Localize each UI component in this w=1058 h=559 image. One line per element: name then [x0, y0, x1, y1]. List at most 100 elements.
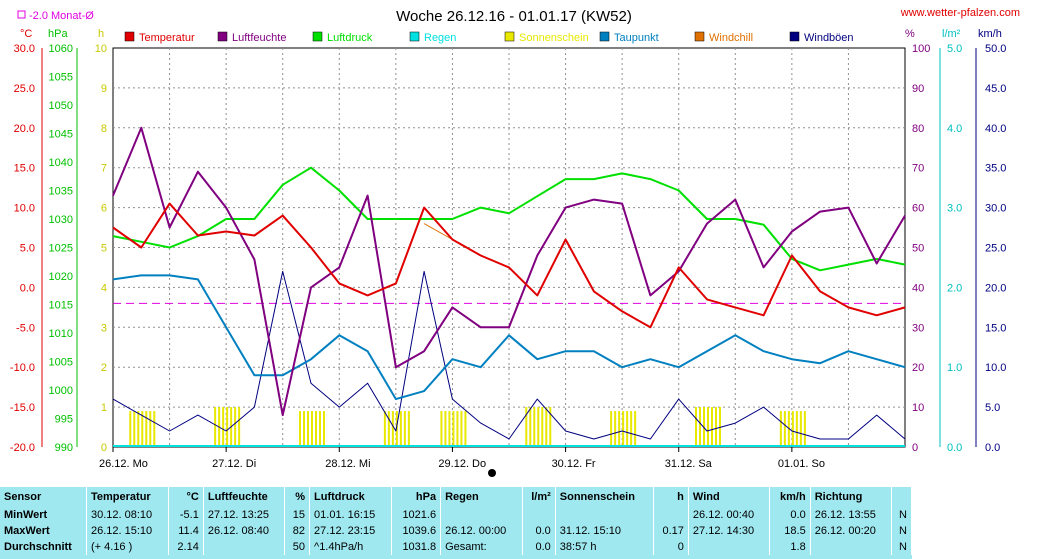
tick-label-pct: 40	[912, 282, 924, 294]
stats-cell: 26.12. 08:40	[203, 523, 286, 539]
stats-cell: 27.12. 13:25	[203, 507, 286, 523]
sunshine-bar	[699, 407, 701, 447]
sunshine-bar	[618, 411, 621, 447]
stats-header-cell: Luftdruck	[309, 487, 392, 507]
stats-cell	[688, 539, 771, 555]
sunshine-bar	[391, 411, 394, 447]
stats-cell: 1039.6	[391, 523, 442, 539]
sunshine-bar	[695, 407, 697, 447]
sunshine-bar	[529, 407, 532, 447]
tick-label-hpa: 1030	[49, 214, 73, 226]
stats-header-cell	[891, 487, 912, 507]
day-label: 28.12. Mi	[325, 458, 370, 470]
tick-label-temp: -15.0	[10, 402, 35, 414]
tick-label-rain: 1.0	[947, 362, 962, 374]
sunshine-bar	[315, 411, 317, 447]
sunshine-bar	[452, 411, 455, 447]
tick-label-sun: 8	[101, 123, 107, 135]
tick-label-wind: 25.0	[985, 243, 1006, 255]
monat-label: -2.0 Monat-Ø	[29, 10, 94, 22]
tick-label-hpa: 1050	[49, 100, 73, 112]
sunshine-bar	[791, 411, 794, 447]
stats-header-row: Sensor Temperatur °C Luftfeuchte% Luftdruck h…	[0, 487, 912, 507]
stats-cell: Gesamt:	[440, 539, 523, 555]
tick-label-wind: 40.0	[985, 123, 1006, 135]
tick-label-temp: 20.0	[14, 123, 35, 135]
stats-header-cell: hPa	[391, 487, 442, 507]
sunshine-bar	[799, 411, 802, 447]
weather-chart: 30.025.020.015.010.05.00.0-5.0-10.0-15.0…	[10, 7, 1020, 477]
sunshine-bar	[307, 411, 309, 447]
day-label: 31.12. Sa	[665, 458, 713, 470]
stats-cell: 30.12. 08:10	[86, 507, 169, 523]
stats-header-cell: %	[284, 487, 311, 507]
legend-label: Sonnenschein	[519, 32, 589, 44]
sunshine-bar	[779, 411, 782, 447]
tick-label-wind: 30.0	[985, 203, 1006, 215]
tick-label-pct: 20	[912, 362, 924, 374]
sunshine-bar	[614, 411, 617, 447]
series-line-windchill	[423, 223, 453, 240]
unit-lm2: l/m²	[942, 28, 961, 40]
sunshine-bar	[149, 411, 152, 447]
now-marker	[488, 469, 496, 477]
sunshine-bar	[634, 411, 637, 447]
legend-swatch	[124, 31, 135, 42]
legend-label: Luftfeuchte	[232, 32, 286, 44]
legend-label: Windchill	[709, 32, 753, 44]
stats-cell: N	[891, 523, 912, 539]
tick-label-wind: 20.0	[985, 282, 1006, 294]
sunshine-bar	[403, 411, 406, 447]
sunshine-bar	[129, 411, 132, 447]
tick-label-sun: 9	[101, 83, 107, 95]
tick-label-pct: 80	[912, 123, 924, 135]
tick-label-rain: 3.0	[947, 203, 962, 215]
tick-label-pct: 100	[912, 43, 930, 55]
stats-header-cell: l/m²	[522, 487, 556, 507]
unit-kmh: km/h	[978, 28, 1002, 40]
tick-label-pct: 50	[912, 243, 924, 255]
unit-h: h	[98, 28, 104, 40]
unit-pct: %	[905, 28, 915, 40]
series-line-temperatur	[112, 202, 906, 329]
tick-label-hpa: 1010	[49, 328, 73, 340]
day-label: 27.12. Di	[212, 458, 256, 470]
tick-label-wind: 5.0	[985, 402, 1000, 414]
tick-label-pct: 0	[912, 442, 918, 454]
tick-label-wind: 50.0	[985, 43, 1006, 55]
site-link[interactable]: www.wetter-pfalzen.com	[900, 7, 1020, 19]
legend-swatch	[694, 31, 705, 42]
stats-row-max: MaxWert 26.12. 15:10 11.4 26.12. 08:40 82 27.…	[0, 523, 912, 539]
day-label: 30.12. Fr	[552, 458, 596, 470]
legend-swatch	[789, 31, 800, 42]
tick-label-hpa: 1055	[49, 72, 73, 84]
sunshine-bar	[399, 411, 402, 447]
series-line-taupunkt	[112, 274, 906, 401]
sunshine-bar	[541, 407, 544, 447]
stats-cell: 26.12. 00:40	[688, 507, 771, 523]
sunshine-bar	[238, 407, 241, 447]
stats-cell: (+ 4.16 )	[86, 539, 169, 555]
stats-cell: -5.1	[168, 507, 204, 523]
tick-label-sun: 10	[95, 43, 107, 55]
stats-cell: 0	[653, 539, 689, 555]
monat-icon	[17, 10, 26, 19]
stats-row-min: MinWert 30.12. 08:10 -5.1 27.12. 13:25 15 01.…	[0, 507, 912, 523]
tick-label-pct: 60	[912, 203, 924, 215]
stats-header-cell: km/h	[769, 487, 811, 507]
tick-label-pct: 90	[912, 83, 924, 95]
sunshine-bar	[387, 411, 390, 447]
sunshine-bar	[783, 411, 786, 447]
stats-header-cell: Wind	[688, 487, 771, 507]
tick-label-hpa: 995	[55, 414, 73, 426]
day-label: 26.12. Mo	[99, 458, 148, 470]
stats-cell: MinWert	[0, 507, 87, 523]
legend-swatch	[504, 31, 515, 42]
sunshine-bar	[153, 411, 156, 447]
stats-cell: 15	[284, 507, 311, 523]
tick-label-hpa: 1000	[49, 385, 73, 397]
tick-label-hpa: 1035	[49, 186, 73, 198]
tick-label-wind: 35.0	[985, 163, 1006, 175]
sunshine-bar	[448, 411, 451, 447]
legend-swatch	[312, 31, 323, 42]
